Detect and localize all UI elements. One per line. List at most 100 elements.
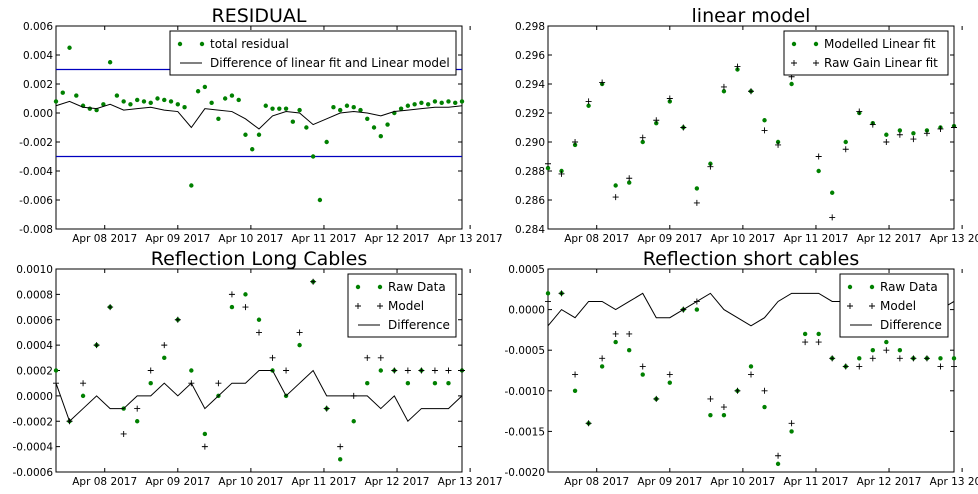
data-point bbox=[445, 367, 452, 374]
data-point bbox=[459, 99, 465, 104]
data-point bbox=[884, 339, 889, 345]
series-2 bbox=[545, 290, 957, 459]
data-point bbox=[545, 291, 551, 296]
legend: total residual Difference of linear fit a… bbox=[169, 30, 457, 76]
data-point bbox=[599, 79, 606, 86]
data-point bbox=[189, 183, 194, 188]
data-point bbox=[761, 127, 768, 134]
data-point bbox=[80, 393, 86, 399]
y-tick-label: 0.284 bbox=[515, 224, 545, 236]
legend-dot-swatch bbox=[869, 284, 875, 290]
data-point bbox=[815, 153, 822, 160]
data-point bbox=[775, 452, 782, 459]
data-point bbox=[209, 100, 214, 106]
data-point bbox=[229, 93, 235, 98]
data-point bbox=[121, 99, 126, 104]
data-point bbox=[385, 122, 390, 127]
data-point bbox=[572, 139, 579, 145]
legend-box bbox=[347, 273, 457, 338]
legend-dot-swatch bbox=[199, 41, 205, 47]
data-point bbox=[896, 355, 903, 362]
data-point bbox=[202, 84, 208, 90]
y-tick-label: 0.006 bbox=[23, 21, 53, 33]
data-point bbox=[297, 342, 302, 348]
legend-box bbox=[169, 30, 457, 76]
y-tick-label: -0.004 bbox=[19, 166, 53, 178]
data-point bbox=[310, 278, 317, 285]
x-tick-label: Apr 10 2017 bbox=[710, 476, 775, 488]
x-tick-label: Apr 13 2017 bbox=[438, 233, 503, 245]
subplot-3: Reflection Long Cables 0.0010 0.0008 0.0006… bbox=[12, 248, 502, 488]
data-point bbox=[134, 405, 141, 412]
data-point bbox=[419, 100, 424, 106]
data-point bbox=[290, 119, 296, 124]
x-tick-label: Apr 11 2017 bbox=[783, 233, 848, 245]
data-point bbox=[453, 100, 458, 106]
data-point bbox=[627, 348, 632, 353]
y-tick-label: 0.0005 bbox=[508, 264, 545, 276]
data-point bbox=[613, 339, 618, 345]
data-point bbox=[236, 97, 241, 103]
y-tick-label: -0.0004 bbox=[12, 442, 53, 454]
data-point bbox=[296, 329, 303, 336]
legend: Raw Data Model Difference bbox=[347, 273, 457, 338]
data-point bbox=[748, 88, 754, 95]
data-point bbox=[432, 380, 438, 386]
y-tick-label: -0.0020 bbox=[504, 467, 545, 479]
data-point bbox=[128, 102, 133, 107]
data-point bbox=[923, 355, 930, 362]
y-tick-label: 0.296 bbox=[515, 50, 545, 62]
y-tick-label: 0.002 bbox=[23, 79, 53, 91]
data-point bbox=[626, 175, 633, 182]
x-tick-label: Apr 08 2017 bbox=[564, 233, 629, 245]
data-point bbox=[951, 124, 957, 131]
data-point bbox=[228, 291, 235, 298]
x-tick-label: Apr 12 2017 bbox=[857, 233, 922, 245]
data-point bbox=[937, 125, 944, 132]
data-point bbox=[365, 380, 370, 386]
x-tick-label: Apr 11 2017 bbox=[291, 476, 356, 488]
legend-plus-swatch bbox=[847, 303, 853, 309]
data-point bbox=[412, 102, 417, 107]
legend-label: Model bbox=[880, 299, 916, 313]
legend-label: Difference bbox=[880, 318, 942, 332]
data-point bbox=[242, 304, 249, 311]
y-tick-label: -0.002 bbox=[19, 137, 53, 149]
legend: Modelled Linear fit Raw Gain Linear fit bbox=[783, 30, 949, 76]
data-point bbox=[256, 317, 262, 322]
data-point bbox=[720, 83, 727, 90]
chart-title: linear model bbox=[692, 5, 811, 27]
data-point bbox=[80, 380, 87, 387]
y-tick-label: 0.0002 bbox=[16, 366, 53, 378]
data-point bbox=[323, 405, 330, 412]
data-point bbox=[358, 107, 363, 113]
series-line bbox=[55, 369, 463, 423]
x-tick-label: Apr 10 2017 bbox=[710, 233, 775, 245]
data-point bbox=[338, 107, 343, 113]
data-point bbox=[229, 304, 235, 310]
data-point bbox=[310, 154, 316, 159]
data-point bbox=[425, 102, 431, 107]
data-point bbox=[599, 355, 606, 362]
y-tick-label: 0.0000 bbox=[16, 391, 53, 403]
x-tick-label: Apr 13 2017 bbox=[930, 233, 978, 245]
data-point bbox=[830, 190, 835, 195]
data-point bbox=[721, 89, 727, 94]
data-point bbox=[270, 106, 275, 111]
legend-label: Difference bbox=[388, 318, 450, 332]
data-point bbox=[627, 180, 632, 185]
x-tick-label: Apr 09 2017 bbox=[145, 476, 210, 488]
data-point bbox=[256, 329, 262, 336]
data-point bbox=[802, 331, 808, 337]
x-tick-label: Apr 11 2017 bbox=[291, 233, 356, 245]
data-point bbox=[721, 412, 727, 418]
legend-dot-swatch bbox=[355, 284, 361, 290]
data-point bbox=[883, 139, 890, 145]
y-tick-label: 0.290 bbox=[515, 137, 545, 149]
series-2 bbox=[53, 278, 465, 450]
data-point bbox=[459, 367, 465, 374]
data-point bbox=[418, 367, 425, 374]
legend-plus-swatch bbox=[791, 60, 797, 66]
data-point bbox=[148, 100, 153, 106]
data-point bbox=[243, 292, 248, 297]
